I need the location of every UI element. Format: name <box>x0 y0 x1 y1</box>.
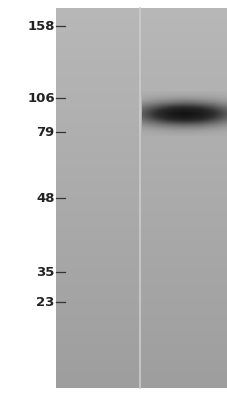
Text: 48: 48 <box>36 192 54 204</box>
Text: 79: 79 <box>36 126 54 138</box>
Text: 106: 106 <box>27 92 54 104</box>
Text: 23: 23 <box>36 296 54 308</box>
Text: 35: 35 <box>36 266 54 278</box>
Bar <box>0 0 56 400</box>
Text: 158: 158 <box>27 20 54 32</box>
